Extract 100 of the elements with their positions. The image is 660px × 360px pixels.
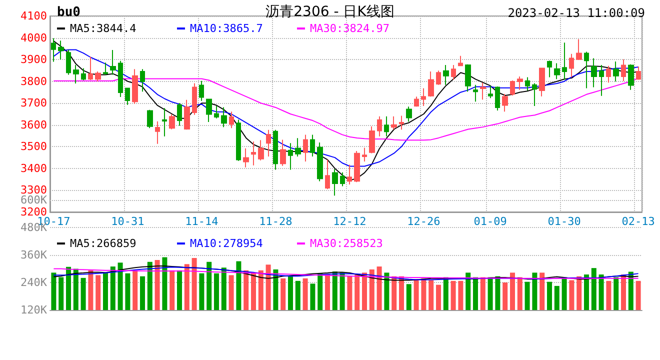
candlestick: [162, 108, 167, 137]
candlestick: [399, 115, 404, 130]
candlestick: [73, 64, 79, 84]
candlestick: [303, 134, 308, 162]
candlestick: [155, 120, 160, 144]
x-tick-label: 12-26: [407, 215, 440, 228]
candlestick: [88, 56, 93, 81]
line-series: [53, 40, 639, 181]
candlestick: [377, 116, 382, 137]
candlestick: [332, 168, 338, 196]
candlestick: [554, 62, 560, 80]
legend-label: MA30:258523: [310, 237, 383, 250]
x-tick-label: 01-09: [474, 215, 507, 228]
candlestick: [192, 82, 197, 116]
candlestick: [288, 142, 293, 170]
candlestick: [66, 49, 71, 76]
candlestick: [81, 68, 86, 81]
candlestick: [473, 84, 478, 102]
x-tick-label: 11-14: [185, 215, 219, 228]
candlestick: [443, 64, 449, 86]
candlestick: [236, 119, 241, 162]
legend-label: MA5:3844.4: [70, 22, 137, 35]
candlestick: [258, 140, 264, 161]
y-tick-label: 3500: [20, 140, 47, 154]
candlestick: [362, 147, 367, 162]
candlestick: [488, 85, 493, 99]
line-series: [53, 78, 639, 141]
candlestick: [510, 80, 515, 96]
annotation: 2023-02-13 11:00:09: [508, 6, 646, 20]
candlestick: [576, 38, 582, 60]
candlestick: [273, 129, 278, 170]
candlestick: [266, 129, 271, 157]
candlestick: [51, 38, 56, 62]
candlestick: [340, 172, 345, 187]
candlestick: [147, 109, 153, 129]
y-tick-label: 3600: [20, 118, 47, 132]
candlestick: [206, 98, 212, 123]
x-tick-label: 11-28: [259, 215, 292, 228]
candlestick: [584, 51, 589, 89]
candlestick: [628, 64, 634, 90]
x-tick-label: 02-13: [622, 215, 655, 228]
y-tick-label: 120K: [20, 304, 48, 316]
candlestick: [214, 105, 219, 119]
y-tick-label: 4100: [20, 10, 47, 22]
x-tick-label: 12-12: [333, 215, 366, 228]
candlestick: [221, 106, 227, 128]
candlestick: [539, 68, 545, 97]
candlestick: [325, 159, 330, 190]
candlestick: [354, 150, 360, 183]
legend-label: MA30:3824.97: [310, 22, 390, 35]
candlestick: [369, 126, 375, 154]
candlestick: [406, 106, 412, 122]
candlestick: [428, 71, 434, 98]
y-tick-label: 3200: [20, 206, 47, 218]
candlestick: [199, 80, 204, 102]
candlestick: [384, 116, 389, 137]
candlestick: [58, 40, 64, 60]
candlestick: [177, 102, 182, 126]
candlestick: [295, 138, 301, 157]
legend-label: MA10:3865.7: [190, 22, 263, 35]
y-tick-label: 3900: [20, 53, 47, 66]
candlestick: [613, 61, 619, 82]
candlestick: [495, 86, 500, 112]
candlestick: [414, 96, 419, 108]
candlestick: [169, 114, 175, 130]
candlestick: [517, 76, 523, 90]
candlestick: [125, 87, 130, 106]
x-tick-label: 01-30: [548, 215, 581, 228]
candlestick: [280, 139, 286, 166]
candlestick: [132, 68, 138, 104]
x-tick-label: 10-31: [111, 215, 144, 228]
candlestick: [621, 58, 626, 82]
candlestick: [421, 88, 426, 106]
candlestick: [140, 68, 145, 92]
candlestick: [458, 55, 463, 66]
candlestick: [184, 99, 190, 130]
candlestick: [547, 60, 552, 78]
candlestick: [347, 164, 352, 186]
candlestick: [317, 142, 323, 182]
y-tick-label: 4000: [20, 31, 47, 44]
candlestick: [636, 66, 641, 80]
y-tick-label: 240K: [20, 276, 48, 289]
candlestick: [243, 148, 249, 168]
line-series: [53, 49, 639, 167]
candlestick: [525, 76, 530, 91]
candlestick: [480, 82, 486, 100]
candlestick: [310, 134, 315, 157]
candlestick: [599, 64, 604, 96]
candlestick: [110, 49, 116, 76]
legend-label: MA10:278954: [190, 237, 264, 250]
candlestick: [606, 65, 611, 84]
candlestick: [591, 58, 597, 88]
candlestick: [451, 64, 456, 80]
legend-label: MA5:266859: [70, 237, 136, 250]
candlestick: [103, 62, 108, 76]
y-tick-label: 360K: [20, 248, 48, 262]
candlestick: [229, 111, 234, 129]
y-tick-label: 3400: [20, 162, 47, 175]
annotation: bu0: [57, 5, 81, 20]
candlestick: [569, 53, 574, 78]
